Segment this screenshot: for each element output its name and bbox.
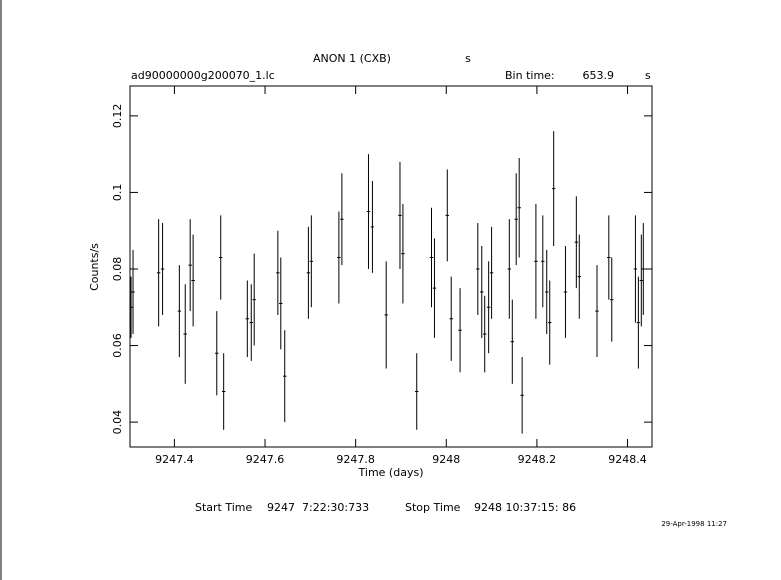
stop-time: 9248 10:37:15: 86 — [474, 501, 576, 514]
start-time-label: Start Time — [195, 501, 253, 514]
y-tick-label: 0.06 — [111, 333, 124, 358]
bin-time-label: Bin time: — [505, 69, 555, 82]
title-unit: s — [465, 52, 471, 65]
file-name: ad90000000g200070_1.lc — [131, 69, 275, 82]
plot-frame — [129, 85, 653, 448]
y-tick-label: 0.08 — [111, 257, 124, 282]
y-tick-label: 0.1 — [111, 184, 124, 202]
x-axis-label: Time (days) — [358, 466, 424, 479]
x-tick-label: 9247.6 — [246, 453, 285, 466]
date-stamp: 29-Apr-1998 11:27 — [661, 520, 727, 528]
stop-time-label: Stop Time — [405, 501, 461, 514]
y-axis-label: Counts/s — [88, 243, 101, 291]
x-tick-label: 9247.8 — [336, 453, 375, 466]
start-time: 9247 7:22:30:733 — [267, 501, 369, 514]
bin-time: 653.9 — [583, 69, 615, 82]
x-tick-label: 9248.2 — [518, 453, 557, 466]
chart-title: ANON 1 (CXB) — [313, 52, 391, 65]
y-tick-label: 0.04 — [111, 410, 124, 435]
x-tick-label: 9248.4 — [608, 453, 647, 466]
x-tick-label: 9247.4 — [155, 453, 194, 466]
y-tick-label: 0.12 — [111, 104, 124, 128]
x-tick-label: 9248 — [432, 453, 460, 466]
bin-time-unit: s — [645, 69, 651, 82]
